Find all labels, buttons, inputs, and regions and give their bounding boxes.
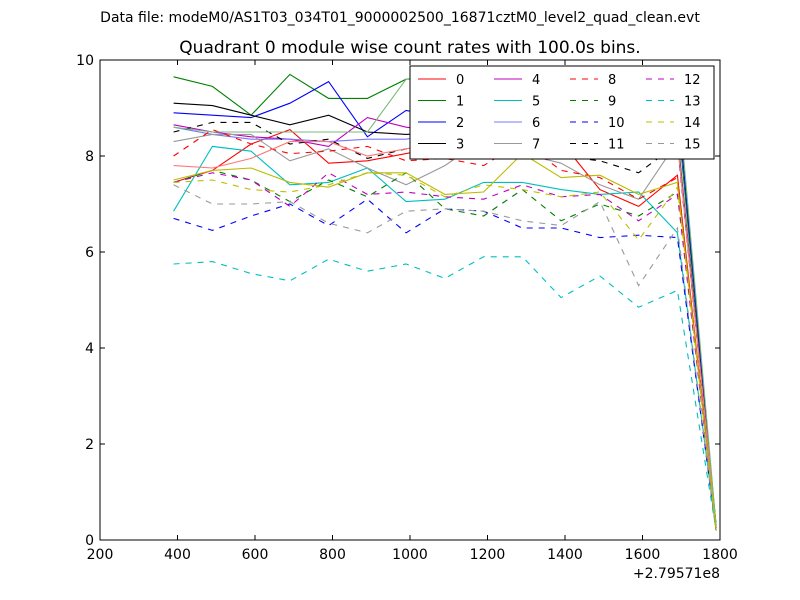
y-tick-label: 8 [85,149,94,165]
chart-title: Quadrant 0 module wise count rates with … [179,38,640,58]
x-tick-label: 800 [319,547,346,563]
legend-label: 6 [532,116,540,131]
series-line-8 [173,128,717,531]
y-tick-label: 4 [85,341,94,357]
x-tick-label: 400 [164,547,191,563]
series-line-6 [173,107,717,529]
x-tick-label: 1800 [702,547,738,563]
legend-label: 1 [456,95,464,110]
legend-label: 10 [608,116,625,131]
legend-label: 5 [532,95,540,110]
legend-label: 7 [532,138,540,153]
x-tick-label: 200 [87,547,114,563]
x-tick-label: 600 [242,547,269,563]
series-line-18 [173,152,717,531]
x-tick-label: 1000 [392,547,428,563]
y-tick-label: 6 [85,245,94,261]
legend-label: 14 [684,116,701,131]
legend-label: 12 [684,73,701,88]
legend-label: 2 [456,116,464,131]
legend-label: 8 [608,73,616,88]
x-tick-label: 1200 [470,547,506,563]
y-tick-label: 2 [85,437,94,453]
legend-label: 13 [684,95,701,110]
series-line-14 [173,172,717,531]
series-line-13 [173,256,717,531]
legend-label: 0 [456,73,464,88]
series-line-12 [173,172,717,531]
chart-suptitle: Data file: modeM0/AS1T03_034T01_90000025… [100,10,700,26]
legend-label: 9 [608,95,616,110]
x-tick-label: 1600 [625,547,661,563]
series-line-11 [173,121,717,529]
series-line-15 [173,184,717,531]
y-tick-label: 10 [76,53,94,69]
legend-label: 11 [608,138,625,153]
legend-label: 3 [456,138,464,153]
series-line-0 [173,128,717,531]
series-line-10 [173,198,717,531]
x-tick-label: 1400 [547,547,583,563]
series-line-3 [173,100,717,526]
series-line-4 [173,117,717,529]
x-offset-label: +2.79571e8 [633,566,720,582]
legend-label: 15 [684,138,701,153]
legend-label: 4 [532,73,540,88]
series-line-9 [173,169,717,531]
y-tick-label: 0 [85,533,94,549]
series-line-5 [173,145,717,531]
series-line-7 [173,133,717,531]
